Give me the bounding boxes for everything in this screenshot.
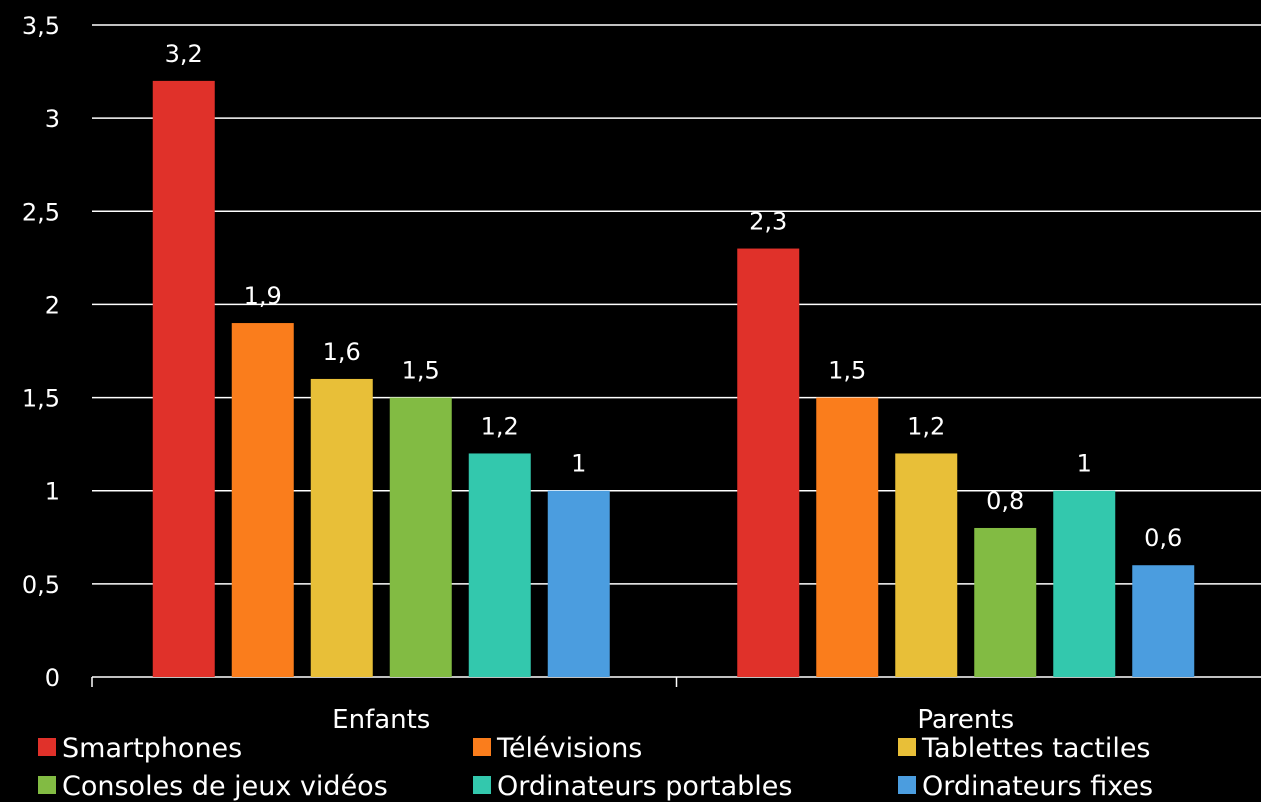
legend-label-ordinateurs-portables: Ordinateurs portables — [497, 771, 792, 802]
data-label: 0,8 — [986, 487, 1024, 515]
data-label: 1 — [571, 450, 586, 478]
legend-swatch-tablettes-tactiles — [898, 738, 916, 756]
y-tick-label: 3,5 — [22, 12, 60, 40]
bar-ordinateurs-fixes-enfants — [547, 490, 610, 677]
legend-swatch-consoles-de-jeux-videos — [38, 776, 56, 794]
data-label: 1,2 — [481, 412, 519, 440]
bar-smartphones-enfants — [152, 80, 215, 677]
bar-televisions-enfants — [231, 323, 294, 677]
data-label: 1,5 — [402, 357, 440, 385]
legend-swatch-televisions — [473, 738, 491, 756]
data-label: 1 — [1077, 450, 1092, 478]
bar-tablettes-tactiles-enfants — [310, 378, 373, 677]
data-label: 1,2 — [907, 412, 945, 440]
x-category-label: Enfants — [332, 705, 430, 735]
legend-swatch-ordinateurs-portables — [473, 776, 491, 794]
x-category-label: Parents — [917, 705, 1014, 735]
bar-consoles-de-jeux-videos-enfants — [389, 397, 452, 677]
legend-label-televisions: Télévisions — [496, 733, 642, 764]
bar-tablettes-tactiles-parents — [895, 453, 958, 677]
legend-swatch-smartphones — [38, 738, 56, 756]
legend: Smartphones Télévisions Tablettes tactiles… — [38, 733, 1153, 802]
y-tick-label: 2 — [45, 291, 60, 319]
y-tick-label: 1 — [45, 478, 60, 506]
y-tick-label: 0,5 — [22, 571, 60, 599]
bar-ordinateurs-fixes-parents — [1132, 565, 1195, 677]
bar-consoles-de-jeux-videos-parents — [974, 527, 1037, 677]
legend-label-tablettes-tactiles: Tablettes tactiles — [921, 733, 1151, 764]
legend-label-smartphones: Smartphones — [62, 733, 242, 764]
bar-televisions-parents — [816, 397, 879, 677]
bars — [152, 80, 1195, 678]
y-tick-label: 3 — [45, 105, 60, 133]
y-tick-label: 2,5 — [22, 198, 60, 226]
data-label: 3,2 — [165, 40, 203, 68]
axes: 0 0,5 1 1,5 2 2,5 3 3,5 Enfants Parents — [22, 12, 1261, 735]
legend-label-ordinateurs-fixes: Ordinateurs fixes — [922, 771, 1153, 802]
bar-ordinateurs-portables-enfants — [468, 453, 531, 677]
data-label: 0,6 — [1144, 524, 1182, 552]
data-labels: 3,2 1,9 1,6 1,5 1,2 1 2,3 1,5 1,2 0,8 1 0,6 — [165, 40, 1183, 552]
y-tick-label: 0 — [45, 664, 60, 692]
bar-ordinateurs-portables-parents — [1053, 490, 1116, 677]
legend-label-consoles-de-jeux-videos: Consoles de jeux vidéos — [62, 771, 388, 802]
bar-smartphones-parents — [737, 248, 800, 678]
legend-swatch-ordinateurs-fixes — [898, 776, 916, 794]
y-tick-label: 1,5 — [22, 385, 60, 413]
data-label: 1,5 — [828, 357, 866, 385]
data-label: 2,3 — [749, 208, 787, 236]
data-label: 1,6 — [323, 338, 361, 366]
data-label: 1,9 — [244, 282, 282, 310]
